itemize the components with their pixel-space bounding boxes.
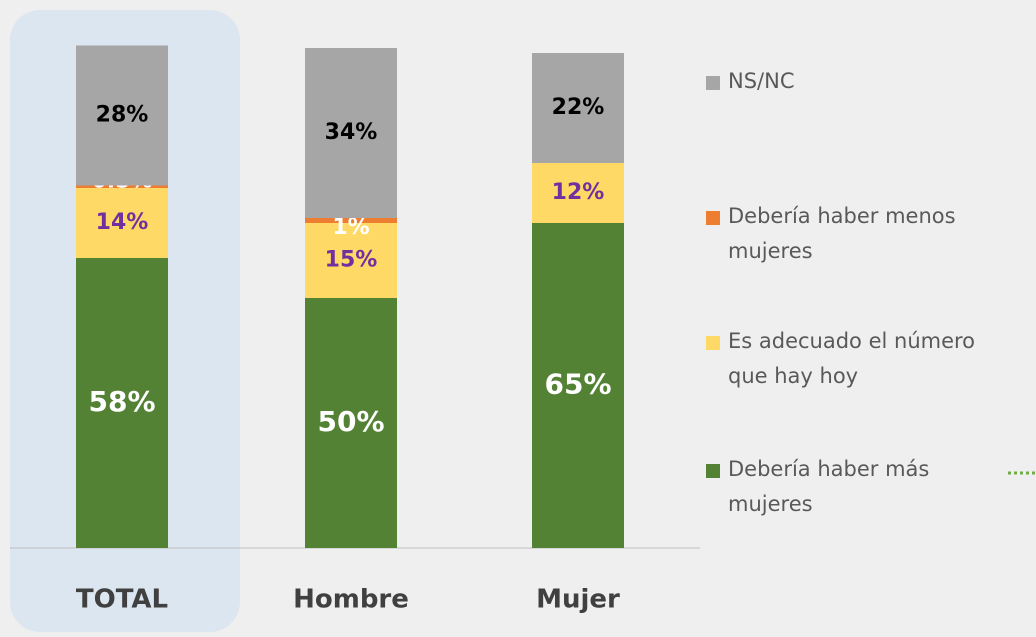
data-label: 65% xyxy=(544,368,611,401)
legend-swatch xyxy=(706,464,720,478)
bar-segment xyxy=(305,218,397,223)
bar-segment xyxy=(532,223,624,548)
data-label: 34% xyxy=(325,120,378,145)
legend-swatch xyxy=(706,211,720,225)
legend-label: Debería haber más mujeres xyxy=(728,457,930,516)
data-label: 22% xyxy=(552,95,605,120)
bar-segment xyxy=(532,163,624,223)
legend-swatch xyxy=(706,336,720,350)
bar-segment xyxy=(76,188,168,258)
bar-segment xyxy=(76,45,168,186)
legend-swatch xyxy=(706,76,720,90)
bar-segment xyxy=(532,53,624,163)
bar-segment xyxy=(305,48,397,218)
legend-label: Debería haber menos mujeres xyxy=(728,204,956,263)
legend-label: NS/NC xyxy=(728,69,795,93)
legend-label: Es adecuado el número que hay hoy xyxy=(728,329,976,388)
data-label: 28% xyxy=(96,103,149,128)
x-tick-label: Mujer xyxy=(536,585,620,615)
data-label: 15% xyxy=(325,248,378,273)
x-tick-label: Hombre xyxy=(293,585,409,615)
data-label: 58% xyxy=(88,385,155,418)
data-label: 14% xyxy=(96,210,149,235)
data-label: 50% xyxy=(317,405,384,438)
data-label: 1% xyxy=(332,215,369,240)
x-tick-label: TOTAL xyxy=(76,585,168,615)
bar-segment xyxy=(305,298,397,548)
bar-segment xyxy=(76,185,168,188)
bar-segment xyxy=(76,258,168,548)
data-label: 12% xyxy=(552,180,605,205)
bar-segment xyxy=(305,223,397,298)
